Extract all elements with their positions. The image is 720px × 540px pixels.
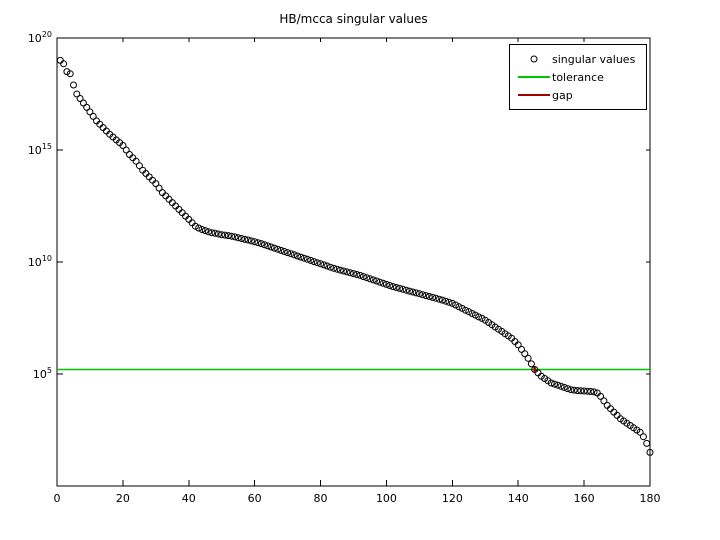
svg-text:140: 140 [508,492,529,505]
gap-line-icon [518,94,550,96]
singular-values-marker-icon [530,55,538,63]
svg-text:1020: 1020 [28,30,52,45]
svg-text:160: 160 [574,492,595,505]
legend-entry-gap: gap [516,86,640,104]
svg-text:100: 100 [376,492,397,505]
legend-label-tolerance: tolerance [552,70,604,84]
svg-text:105: 105 [33,366,52,381]
legend-label-singular-values: singular values [552,52,636,66]
svg-text:40: 40 [182,492,196,505]
svg-text:180: 180 [640,492,661,505]
svg-text:0: 0 [54,492,61,505]
svg-text:1010: 1010 [28,254,52,269]
legend-label-gap: gap [552,88,573,102]
tolerance-line-icon [518,76,550,78]
svg-text:80: 80 [314,492,328,505]
legend: singular values tolerance gap [509,44,647,110]
legend-entry-tolerance: tolerance [516,68,640,86]
chart-title: HB/mcca singular values [279,12,428,26]
svg-text:60: 60 [248,492,262,505]
svg-text:20: 20 [116,492,130,505]
svg-text:120: 120 [442,492,463,505]
legend-entry-singular-values: singular values [516,50,640,68]
svg-text:1015: 1015 [28,142,52,157]
singular-values-series [56,56,654,456]
